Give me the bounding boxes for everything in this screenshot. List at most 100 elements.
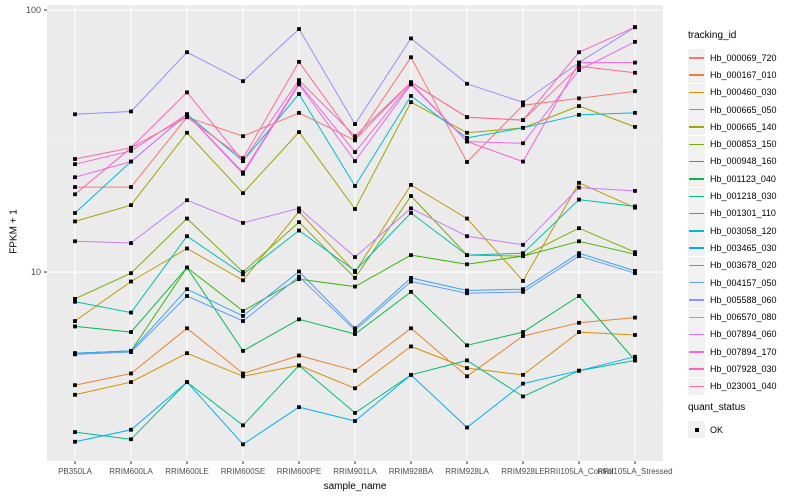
x-tick-label: RRIM600SE [221, 467, 265, 476]
data-point [577, 180, 581, 185]
data-point [185, 287, 189, 292]
data-point [409, 94, 413, 98]
legend-item-label: Hb_006570_080 [710, 312, 777, 323]
legend-quant-status: quant_status OK [688, 402, 800, 439]
data-point [241, 191, 245, 196]
data-point [297, 405, 301, 410]
data-point [353, 328, 357, 333]
data-point [297, 274, 301, 279]
data-point [297, 59, 301, 64]
data-point [241, 170, 245, 175]
data-point [129, 330, 133, 334]
data-point [241, 371, 245, 376]
legend-key-line-icon [688, 222, 705, 240]
legend-item-label: Hb_007894_060 [710, 329, 777, 340]
data-point [73, 162, 77, 167]
legend-key-line-icon [688, 187, 705, 205]
data-point [633, 315, 637, 320]
data-point [353, 332, 357, 336]
x-tick-label: RRII105LA_Control [544, 467, 614, 476]
data-point [633, 204, 637, 209]
legend-item-label: Hb_003465_030 [710, 242, 777, 253]
data-point [73, 439, 77, 444]
legend-item: Hb_007894_170 [688, 343, 800, 361]
data-point [73, 392, 77, 397]
data-point [521, 287, 525, 292]
legend-item: Hb_005588_060 [688, 291, 800, 309]
data-point [465, 253, 469, 258]
legend-item-label: Hb_000853_150 [710, 139, 777, 150]
data-point [73, 112, 77, 117]
data-point [577, 60, 581, 65]
data-point [465, 291, 469, 296]
data-point [409, 55, 413, 60]
data-point [185, 234, 189, 239]
data-point [241, 270, 245, 274]
legend-item: Hb_001301_110 [688, 204, 800, 222]
data-point [185, 216, 189, 221]
data-point [353, 284, 357, 289]
data-point [73, 296, 77, 301]
legend-item: Hb_000460_030 [688, 83, 800, 101]
legend-item-label: Hb_001301_110 [710, 208, 776, 219]
data-point [129, 437, 133, 442]
data-point [633, 358, 637, 363]
y-axis-title: FPKM + 1 [8, 209, 20, 254]
data-point [409, 326, 413, 331]
data-point [185, 130, 189, 135]
data-point [633, 354, 637, 359]
data-point [633, 271, 637, 276]
data-point [633, 333, 637, 337]
data-point [577, 185, 581, 190]
quant-legend-title: quant_status [688, 402, 746, 413]
data-point [73, 239, 77, 244]
data-point [521, 330, 525, 334]
legend-item: Hb_003465_030 [688, 239, 800, 257]
legend-key-line-icon [688, 308, 705, 326]
data-point [633, 70, 637, 75]
data-point [241, 159, 245, 164]
data-point [409, 36, 413, 41]
data-point [297, 209, 301, 214]
data-point [465, 130, 469, 135]
legend-item: Hb_007928_030 [688, 360, 800, 378]
data-point [129, 159, 133, 164]
data-point [297, 228, 301, 233]
data-point [73, 324, 77, 329]
legend-item-label: Hb_000069_720 [710, 52, 777, 63]
data-point [185, 246, 189, 251]
data-point [297, 363, 301, 368]
x-tick-label: RRIM928LE [501, 467, 545, 476]
data-point [73, 175, 77, 180]
data-point [633, 124, 637, 129]
data-point [465, 115, 469, 120]
data-point [73, 219, 77, 224]
data-point [185, 351, 189, 356]
data-point [73, 157, 77, 161]
data-point [633, 89, 637, 94]
legend-item: Hb_001123_040 [688, 170, 800, 188]
legend-key-line-icon [688, 360, 705, 378]
data-point [633, 188, 637, 193]
data-point [409, 279, 413, 284]
legend-item-label: Hb_003058_120 [710, 225, 777, 236]
x-tick-label: RRII105LA_Stressed [597, 467, 672, 476]
data-point [577, 320, 581, 325]
data-point [521, 394, 525, 399]
data-point [241, 314, 245, 318]
data-point [297, 110, 301, 115]
legend-key-line-icon [688, 291, 705, 309]
data-point [521, 278, 525, 283]
data-point [185, 380, 189, 385]
legend-item: Hb_000665_050 [688, 101, 800, 119]
data-point [73, 192, 77, 197]
data-point [465, 262, 469, 267]
legend-item-label: Hb_001218_030 [710, 191, 777, 202]
data-point [577, 96, 581, 101]
data-point [353, 207, 357, 211]
data-point [73, 185, 77, 189]
legend-items: Hb_000069_720 Hb_000167_010 Hb_000460_030 H… [688, 49, 800, 395]
data-point [129, 310, 133, 315]
data-point [185, 265, 189, 270]
